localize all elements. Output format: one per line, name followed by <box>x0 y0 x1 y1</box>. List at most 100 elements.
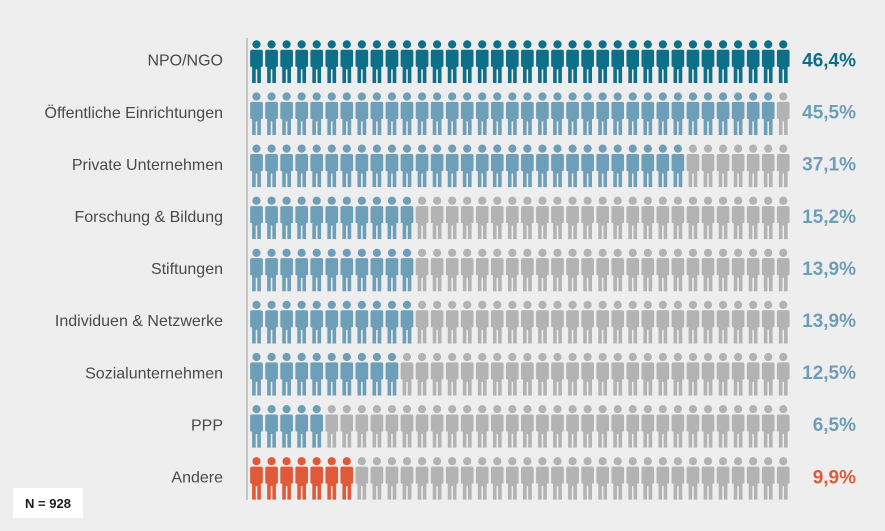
person-icon-empty <box>430 248 444 292</box>
person-icon-empty <box>596 457 610 500</box>
person-icon-filled <box>310 40 324 83</box>
person-icon-filled <box>370 196 384 240</box>
person-icon-filled <box>295 457 309 500</box>
person-icon-filled <box>295 92 309 136</box>
person-icon-empty <box>776 92 790 136</box>
person-icon-filled <box>475 92 489 136</box>
person-icon-filled <box>746 40 760 83</box>
category-label: Stiftungen <box>151 261 223 278</box>
person-icon-empty <box>581 196 594 240</box>
person-icon-filled <box>551 144 564 188</box>
person-icon-empty <box>460 300 474 344</box>
person-icon-filled <box>310 352 324 396</box>
person-icon-empty <box>686 144 700 188</box>
person-icon-empty <box>596 300 610 344</box>
person-icon-empty <box>475 248 489 292</box>
person-icon-empty <box>746 196 760 240</box>
person-icon-filled <box>536 92 549 136</box>
person-icon-empty <box>701 457 715 500</box>
person-icon-filled <box>611 92 625 136</box>
person-icon-empty <box>490 457 504 500</box>
person-icon-filled <box>265 404 278 448</box>
person-icon-empty <box>611 457 625 500</box>
person-icon-filled <box>656 92 670 136</box>
person-icon-filled <box>626 144 640 188</box>
person-icon-empty <box>581 300 594 344</box>
person-icon-empty <box>626 196 640 240</box>
person-icon-filled <box>656 40 670 83</box>
person-icon-empty <box>761 196 775 240</box>
person-icon-filled <box>776 40 790 83</box>
person-icon-empty <box>415 196 429 240</box>
value-label: 12,5% <box>802 363 856 384</box>
person-icon-empty <box>671 457 685 500</box>
person-icon-empty <box>566 404 579 448</box>
person-icon-empty <box>686 352 700 396</box>
person-icon-empty <box>776 196 790 240</box>
person-icon-empty <box>445 404 459 448</box>
person-icon-filled <box>400 92 414 136</box>
person-icon-empty <box>445 248 459 292</box>
person-icon-filled <box>250 457 263 500</box>
person-icon-empty <box>430 352 444 396</box>
person-icon-empty <box>731 404 745 448</box>
person-icon-empty <box>521 300 534 344</box>
category-label: Sozialunternehmen <box>85 365 223 382</box>
person-icon-empty <box>596 248 610 292</box>
person-icon-empty <box>611 404 625 448</box>
person-icon-empty <box>641 352 655 396</box>
person-icon-filled <box>265 300 278 344</box>
person-icon-filled <box>536 40 549 83</box>
person-icon-empty <box>746 404 760 448</box>
value-label: 46,4% <box>802 51 856 72</box>
person-icon-empty <box>415 352 429 396</box>
person-icon-filled <box>716 40 730 83</box>
person-icon-empty <box>746 300 760 344</box>
person-icon-empty <box>400 457 414 500</box>
person-icon-filled <box>415 144 429 188</box>
person-icon-empty <box>355 404 369 448</box>
person-icon-filled <box>430 92 444 136</box>
person-icon-empty <box>536 457 549 500</box>
person-icon-empty <box>626 404 640 448</box>
person-icon-empty <box>430 404 444 448</box>
person-icon-empty <box>611 248 625 292</box>
person-icon-empty <box>430 196 444 240</box>
person-icon-empty <box>551 196 564 240</box>
person-icon-filled <box>295 196 309 240</box>
person-icon-empty <box>581 352 594 396</box>
person-icon-filled <box>596 144 610 188</box>
person-icon-filled <box>430 144 444 188</box>
person-icon-empty <box>671 352 685 396</box>
person-icon-empty <box>460 196 474 240</box>
person-icon-filled <box>505 144 519 188</box>
person-icon-filled <box>671 40 685 83</box>
person-icon-empty <box>596 404 610 448</box>
person-icon-empty <box>536 404 549 448</box>
person-icon-filled <box>355 40 369 83</box>
person-icon-empty <box>611 352 625 396</box>
person-icon-empty <box>521 457 534 500</box>
person-icon-filled <box>280 352 293 396</box>
person-icon-empty <box>566 457 579 500</box>
person-icon-empty <box>776 300 790 344</box>
person-icon-empty <box>761 352 775 396</box>
person-icon-empty <box>430 300 444 344</box>
person-icon-empty <box>505 352 519 396</box>
person-icon-empty <box>385 457 399 500</box>
person-icon-filled <box>521 92 534 136</box>
category-label: NPO/NGO <box>147 53 223 70</box>
person-icon-empty <box>566 196 579 240</box>
person-icon-filled <box>250 404 263 448</box>
person-icon-filled <box>385 248 399 292</box>
person-icon-empty <box>671 300 685 344</box>
person-icon-filled <box>505 92 519 136</box>
person-icon-filled <box>295 248 309 292</box>
person-icon-empty <box>746 248 760 292</box>
person-icon-filled <box>460 144 474 188</box>
person-icon-empty <box>626 352 640 396</box>
person-icon-empty <box>536 196 549 240</box>
category-label: PPP <box>191 417 223 434</box>
person-icon-filled <box>250 144 263 188</box>
person-icon-empty <box>551 404 564 448</box>
